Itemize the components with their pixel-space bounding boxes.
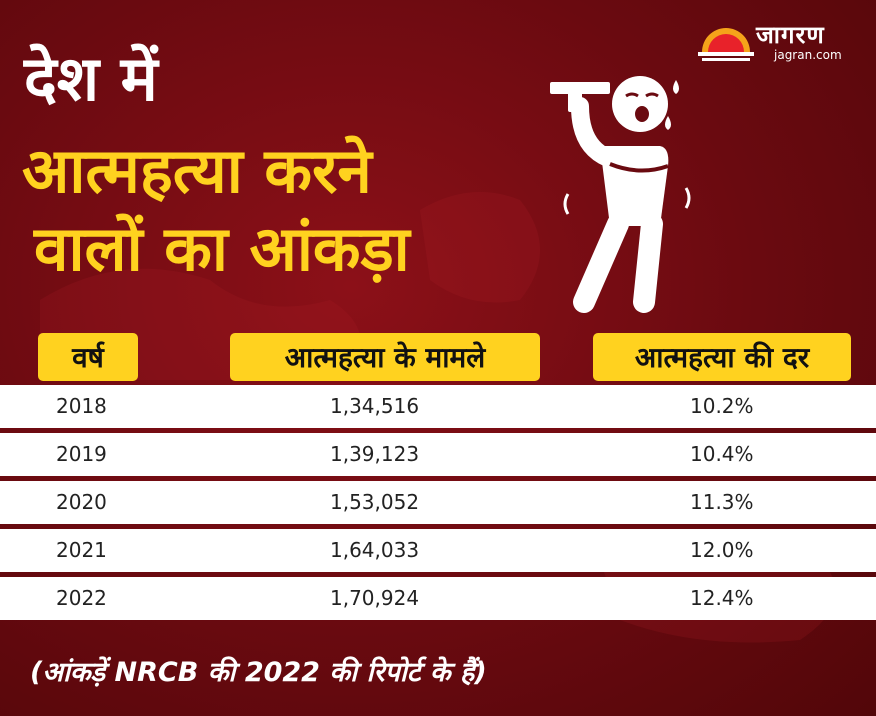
cell-year: 2019	[56, 442, 107, 466]
cell-rate: 11.3%	[690, 490, 754, 514]
cell-rate: 12.4%	[690, 586, 754, 610]
table-row: 2018 1,34,516 10.2%	[0, 385, 876, 428]
title-line-2: आत्महत्या करने	[22, 134, 372, 207]
table-row: 2019 1,39,123 10.4%	[0, 433, 876, 476]
cell-year: 2022	[56, 586, 107, 610]
column-header-rate: आत्महत्या की दर	[593, 333, 851, 381]
footnote: (आंकड़ें NRCB की 2022 की रिपोर्ट के हैं)	[30, 657, 487, 688]
column-header-cases: आत्महत्या के मामले	[230, 333, 540, 381]
table-row: 2022 1,70,924 12.4%	[0, 577, 876, 620]
table-row: 2020 1,53,052 11.3%	[0, 481, 876, 524]
cell-rate: 10.4%	[690, 442, 754, 466]
sun-logo-icon	[698, 28, 754, 61]
logo-name: जागरण	[756, 21, 825, 49]
cell-cases: 1,70,924	[330, 586, 420, 610]
person-gun-to-head-icon	[550, 76, 691, 313]
column-header-year: वर्ष	[38, 333, 138, 381]
cell-rate: 10.2%	[690, 394, 754, 418]
cell-cases: 1,34,516	[330, 394, 420, 418]
cell-cases: 1,53,052	[330, 490, 420, 514]
title-line-3: वालों का आंकड़ा	[34, 212, 410, 285]
cell-cases: 1,64,033	[330, 538, 420, 562]
jagran-logo: जागरण jagran.com	[698, 18, 858, 64]
logo-url: jagran.com	[774, 48, 842, 62]
cell-rate: 12.0%	[690, 538, 754, 562]
cell-cases: 1,39,123	[330, 442, 420, 466]
cell-year: 2018	[56, 394, 107, 418]
cell-year: 2020	[56, 490, 107, 514]
table-row: 2021 1,64,033 12.0%	[0, 529, 876, 572]
title-line-1: देश में	[24, 42, 158, 115]
cell-year: 2021	[56, 538, 107, 562]
